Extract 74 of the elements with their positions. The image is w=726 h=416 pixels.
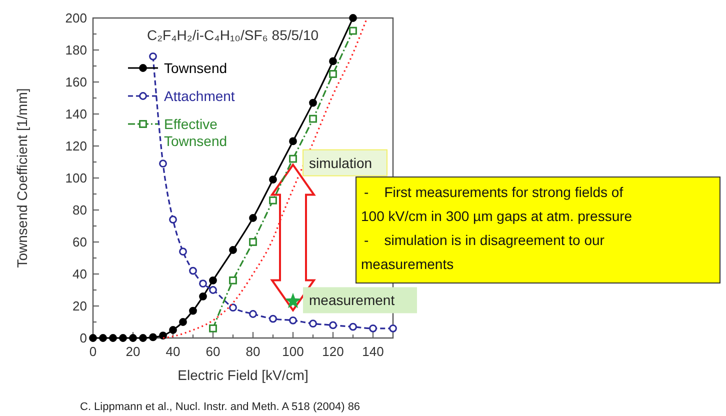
x-tick-label: 0 [89,344,97,359]
x-axis-title: Electric Field [kV/cm] [178,367,308,383]
point [189,306,197,315]
y-axis-title: Townsend Coefficient [1/mm] [14,88,30,268]
x-tick-label: 140 [362,344,384,359]
point [119,334,127,342]
annotation: measurement [309,292,395,308]
point [159,160,167,168]
y-tick-label: 60 [72,234,87,250]
point [289,137,297,146]
x-tick-label: 40 [166,344,180,359]
point [349,26,357,35]
y-tick-label: 40 [72,266,87,282]
y-tick-label: 20 [72,298,87,314]
y-tick-label: 120 [65,138,87,154]
point [269,196,277,204]
point [109,334,117,342]
point [284,292,302,308]
point [89,334,97,342]
point [349,322,357,331]
point [389,324,397,332]
legend-label: Attachment [164,88,235,104]
point [129,334,137,342]
point [269,314,277,323]
point [329,321,337,330]
y-tick-label: 160 [65,74,87,90]
text: C₂F₄H₂/i-C₄H₁₀/SF₆ 85/5/10 [147,27,319,43]
point [249,238,257,246]
point [329,70,337,78]
y-tick-label: 140 [65,106,87,122]
x-tick-label: 100 [282,344,304,359]
point [329,57,337,66]
point [309,98,317,107]
point [369,324,377,332]
legend-label: Townsend [164,60,228,76]
x-tick-label: 60 [206,344,220,359]
point [229,276,237,284]
point [189,266,197,275]
x-tick-label: 20 [126,344,140,359]
x-tick-label: 80 [246,344,260,359]
point [309,320,317,328]
y-tick-label: 80 [72,202,87,218]
point [289,154,297,163]
point [149,52,157,60]
point [209,286,217,294]
annotation: simulation [309,154,372,171]
x-tick-label: 120 [322,344,344,359]
point [179,248,187,256]
point [209,276,217,284]
y-tick-label: 200 [65,10,87,26]
y-tick-label: 180 [65,42,87,58]
point [199,280,207,288]
point [289,316,297,324]
point [99,334,107,342]
point [139,334,147,342]
legend-label: Effective Townsend [164,116,228,149]
point [269,176,277,184]
point [169,216,177,224]
annotation: - First measurements for strong fields of 100 kV/cm in 300 µm gaps at atm. pressure [361,184,632,224]
point [229,246,237,254]
text: C. Lippmann et al., Nucl. Instr. and Meth. A 518 (2004) 86 [80,401,360,413]
y-tick-label: 100 [65,170,87,186]
point [249,214,257,222]
point [229,304,237,312]
point [309,114,317,123]
point [169,326,177,334]
point [249,310,257,318]
point [199,292,207,300]
point [179,318,187,326]
annotation: - simulation is in disagreement to our measurements [361,232,605,272]
point [149,333,157,342]
point [209,324,217,332]
point [349,14,357,22]
y-tick-label: 0 [80,330,87,346]
